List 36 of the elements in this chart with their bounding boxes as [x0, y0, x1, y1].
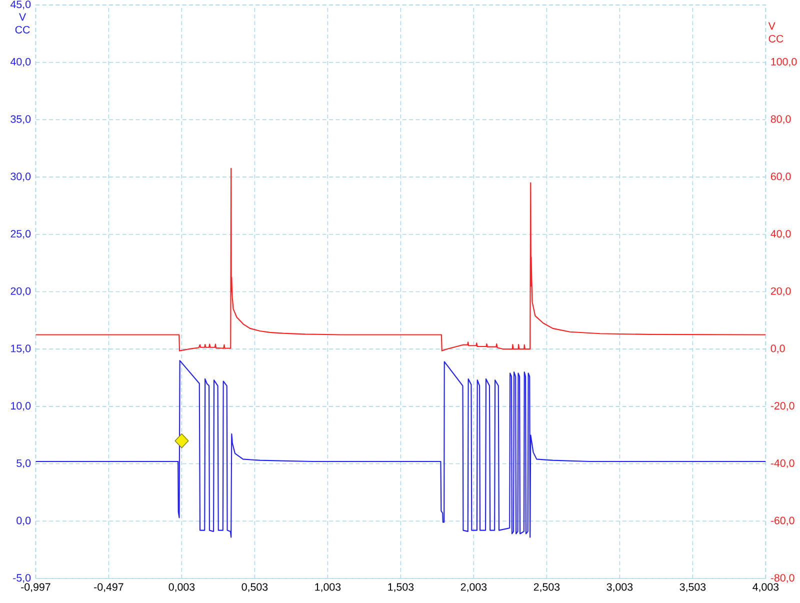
- y-tick-label: 35,0: [10, 115, 31, 124]
- x-tick-label: 2,503: [534, 583, 560, 592]
- y2-tick-label: 100,0: [771, 58, 797, 67]
- y2-tick-label: 80,0: [770, 115, 791, 124]
- y2-tick-label: -20,0: [770, 402, 794, 411]
- y-tick-label: -5,0: [13, 574, 31, 583]
- y2-tick-label: -60,0: [770, 516, 794, 526]
- y2-axis-title: V CC: [768, 22, 784, 42]
- y2-tick-label: -40,0: [770, 459, 794, 468]
- x-tick-label: 1,503: [388, 583, 414, 592]
- y2-tick-label: -80,0: [770, 574, 794, 583]
- y2-tick-label: 40,0: [770, 230, 791, 239]
- y-tick-label: 25,0: [10, 230, 31, 239]
- x-tick-label: 4,003: [752, 583, 779, 592]
- x-tick-label: 0,003: [168, 583, 195, 592]
- line-series: [36, 360, 766, 538]
- y-tick-label: 40,0: [10, 58, 31, 67]
- y-tick-label: 0,0: [16, 516, 31, 526]
- x-tick-label: 3,003: [606, 583, 633, 592]
- y-tick-label: 5,0: [16, 459, 31, 468]
- y-tick-label: 15,0: [11, 344, 31, 354]
- x-tick-label: -0,497: [94, 583, 124, 592]
- x-tick-label: 3,503: [680, 583, 706, 592]
- line-series: [36, 168, 766, 352]
- y2-tick-label: 0,0: [770, 344, 785, 354]
- y-tick-label: 10,0: [11, 402, 31, 411]
- y2-tick-label: 20,0: [770, 287, 791, 296]
- y2-tick-label: 60,0: [770, 172, 791, 182]
- x-tick-label: -0,997: [21, 583, 50, 592]
- x-tick-label: 2,003: [460, 583, 487, 592]
- y-axis-title: V CC: [15, 13, 30, 34]
- y-tick-label: 30,0: [10, 172, 31, 182]
- y-tick-label: 45,0: [10, 0, 31, 10]
- x-tick-label: 1,003: [315, 583, 341, 592]
- x-tick-label: 0,503: [242, 583, 268, 592]
- y-tick-label: 20,0: [10, 287, 31, 296]
